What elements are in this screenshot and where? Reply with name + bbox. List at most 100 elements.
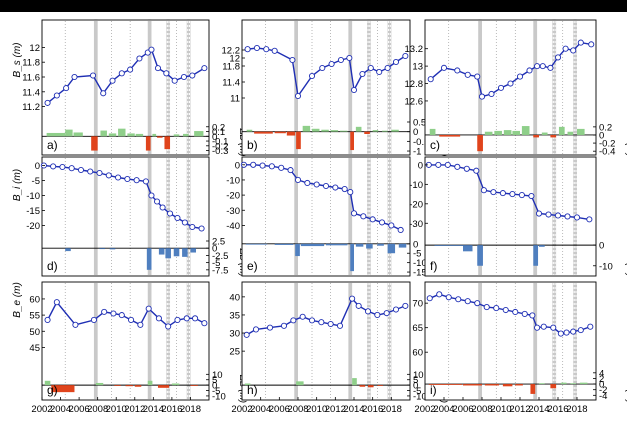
data-point <box>148 192 155 199</box>
x-tick-label: 2004 <box>433 404 454 415</box>
event-band <box>93 158 98 275</box>
bar-negative <box>245 243 268 245</box>
y-tick-label: 35 <box>229 310 240 321</box>
data-point <box>516 73 524 80</box>
data-point <box>521 310 528 317</box>
data-point <box>181 219 188 226</box>
bar-negative <box>91 136 98 151</box>
y-tick-label: -10 <box>26 191 40 202</box>
event-band <box>367 283 371 399</box>
data-point <box>77 166 85 174</box>
bar-tick-label: -2.5 <box>212 251 228 262</box>
bar-positive <box>312 128 320 132</box>
bar-tick-label: 0.2 <box>212 122 225 133</box>
data-point <box>128 316 135 324</box>
bar-tick-label: -0.1 <box>212 137 228 148</box>
data-point <box>100 90 107 97</box>
y-tick-label: -30 <box>409 219 423 230</box>
bar-tick-label: -7.5 <box>212 265 228 276</box>
bar-positive <box>246 129 253 132</box>
bar-negative <box>463 384 482 386</box>
y-tick-label: 12 <box>229 54 240 65</box>
event-band <box>573 21 577 154</box>
y-tick-label: 11.4 <box>222 78 240 89</box>
bar-tick-label: -1 <box>413 147 421 158</box>
bar-negative <box>533 134 539 138</box>
y-tick-label: -40 <box>226 221 240 232</box>
data-point <box>488 90 495 98</box>
data-point <box>163 70 170 77</box>
bar-negative <box>190 385 198 386</box>
x-tick-label: 2004 <box>50 404 71 415</box>
data-point <box>355 302 362 309</box>
data-point <box>455 296 462 303</box>
bar-negative <box>377 385 383 386</box>
bar-positive <box>355 126 362 132</box>
data-point <box>518 192 525 199</box>
row-ylabel: B_i (m) <box>12 169 23 201</box>
bar-negative <box>254 131 273 134</box>
data-point <box>436 291 443 298</box>
bar-negative <box>158 248 165 255</box>
bar-tick-label: -10 <box>599 261 613 272</box>
bar-tick-label: 0 <box>212 244 217 255</box>
y-tick-label: 11 <box>230 94 240 105</box>
data-point <box>435 161 442 168</box>
data-point <box>287 167 294 174</box>
delta-axis-label: ΔB (m) <box>625 247 627 276</box>
data-point <box>89 72 97 79</box>
data-point <box>534 324 541 331</box>
bar-positive <box>484 131 493 135</box>
data-point <box>397 226 404 234</box>
data-point <box>87 168 94 175</box>
data-point <box>529 312 536 319</box>
bar-negative <box>515 384 523 386</box>
data-point <box>384 64 391 72</box>
y-tick-label: -20 <box>409 199 423 210</box>
bar-positive <box>194 131 204 137</box>
panel-d: 0-5-10-15-202.50-2.5-5-7.5d)B_i (m)ΔB (m… <box>12 156 248 277</box>
data-point <box>454 163 461 170</box>
y-tick-label: 11.8 <box>222 62 240 73</box>
bar-tick-label: -0.2 <box>212 141 228 152</box>
data-point <box>313 181 320 188</box>
bar-tick-label: 2 <box>599 374 604 385</box>
event-band <box>166 158 171 275</box>
bar-positive <box>147 380 153 386</box>
bar-tick-label: 0 <box>413 127 418 138</box>
data-point <box>440 64 448 71</box>
data-point <box>155 315 162 322</box>
bar-negative <box>533 245 539 266</box>
row-ylabel: B_e (m) <box>12 282 23 318</box>
panel-f: 0-10-20-300-10f)ΔB (m) <box>409 156 627 277</box>
event-band <box>348 283 353 399</box>
bar-positive <box>494 130 502 135</box>
data-point <box>586 216 593 223</box>
x-tick-label: 2018 <box>381 404 402 415</box>
x-tick-label: 2002 <box>31 404 52 415</box>
y-tick-label: 0 <box>418 160 423 171</box>
bar-negative <box>65 248 71 252</box>
data-point <box>378 219 386 226</box>
bar-tick-label: 0.2 <box>599 122 612 133</box>
data-point <box>304 179 311 187</box>
bar-positive <box>302 125 311 132</box>
x-tick-label: 2004 <box>250 404 271 415</box>
data-point <box>350 210 358 217</box>
data-point <box>454 67 461 74</box>
event-band <box>552 21 557 154</box>
data-point <box>148 46 155 53</box>
bar-negative <box>463 245 473 252</box>
bar-negative <box>439 134 461 137</box>
data-point <box>271 47 278 54</box>
data-point <box>328 60 335 68</box>
data-point <box>136 55 143 62</box>
bar-negative <box>350 131 354 151</box>
data-point <box>159 204 166 211</box>
event-band <box>552 283 557 399</box>
bar-negative <box>550 134 557 138</box>
data-point <box>68 165 75 172</box>
